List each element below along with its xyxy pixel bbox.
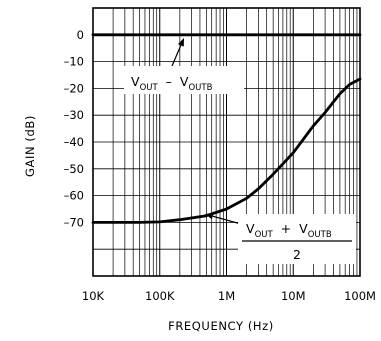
y-axis-title: GAIN (dB) xyxy=(23,115,37,177)
y-tick-label: –20 xyxy=(64,81,84,95)
annotation-1-background xyxy=(124,66,244,94)
annotation-2-leader xyxy=(212,215,242,225)
plot-frame xyxy=(92,7,361,277)
x-tick-label: 1M xyxy=(218,289,235,303)
y-tick-label: –60 xyxy=(64,189,84,203)
x-tick-label: 100M xyxy=(344,289,376,303)
x-tick-label: 100K xyxy=(145,289,175,303)
annotation-1-arrowhead xyxy=(177,38,184,47)
y-tick-label: –70 xyxy=(64,215,84,229)
x-tick-label: 10K xyxy=(82,289,105,303)
series-layer xyxy=(91,33,362,224)
series-line-2 xyxy=(91,77,362,224)
x-tick-labels: 10K 100K 1M 10M 100M xyxy=(82,289,376,303)
annotation-1-label: VOUT – VOUTB xyxy=(131,74,213,93)
y-tick-label: 0 xyxy=(77,28,84,42)
annotation-2-arrowhead xyxy=(205,213,214,220)
y-tick-label: –40 xyxy=(64,135,84,149)
annotation-2-numerator: VOUT + VOUTB xyxy=(246,221,332,240)
y-tick-labels: 0 –10 –20 –30 –40 –50 –60 –70 xyxy=(64,28,84,230)
annotation-1-leader xyxy=(171,45,182,67)
x-axis-title: FREQUENCY (Hz) xyxy=(168,319,274,333)
annotation-2-background xyxy=(238,214,356,264)
x-tick-label: 10M xyxy=(281,289,306,303)
y-tick-label: –30 xyxy=(64,108,84,122)
annotation-2-denominator: 2 xyxy=(293,247,301,262)
y-tick-label: –10 xyxy=(64,55,84,69)
y-tick-label: –50 xyxy=(64,162,84,176)
